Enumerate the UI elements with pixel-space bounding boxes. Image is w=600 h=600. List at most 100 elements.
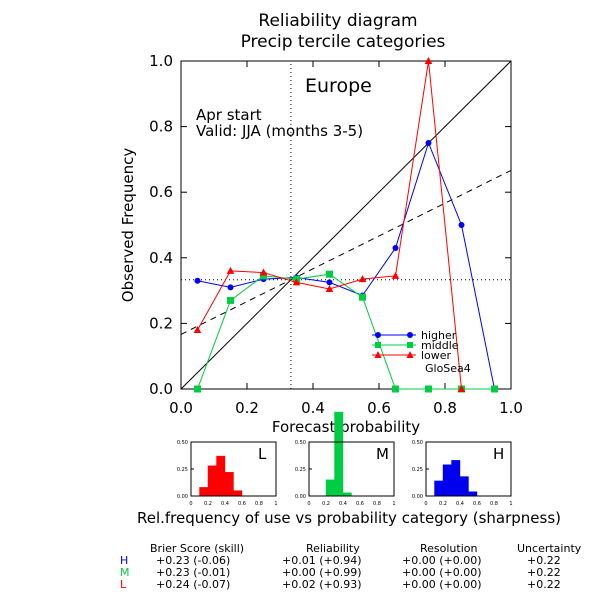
- table-cell: +0.01 (+0.94): [282, 554, 362, 567]
- plot-frame: [180, 60, 512, 390]
- histogram-y-tick-label: 0.50: [177, 440, 188, 446]
- histogram-bar: [451, 460, 461, 497]
- series-line-middle: [197, 273, 495, 390]
- histogram-y-tick-label: 0.00: [295, 494, 306, 500]
- histogram-bar: [468, 491, 478, 497]
- histogram-x-tick-label: 0: [424, 501, 427, 507]
- table-cell: +0.02 (+0.93): [282, 578, 362, 591]
- legend-lower: lower: [421, 349, 452, 362]
- histogram-bar: [207, 465, 217, 497]
- point-lower: [259, 268, 268, 276]
- histogram-bar: [233, 490, 243, 497]
- point-middle: [326, 270, 333, 278]
- row-label-m: M: [120, 566, 130, 579]
- point-higher: [425, 140, 432, 146]
- histogram-x-tick-label: 0.2: [204, 501, 212, 507]
- x-tick-label: 0.2: [235, 399, 259, 417]
- histogram-panel-label: L: [258, 445, 267, 463]
- histogram-bar: [442, 464, 452, 497]
- histogram-y-tick-label: 0.25: [412, 467, 423, 473]
- model-label: GloSea4: [425, 362, 471, 375]
- histogram-x-tick-label: 0: [189, 501, 192, 507]
- histogram-x-tick-label: 0.4: [339, 501, 347, 507]
- score-table: Brier Score (skill) Reliability Resoluti…: [120, 542, 582, 591]
- valid-note: Valid: JJA (months 3-5): [196, 122, 363, 140]
- histogram-x-tick-label: 0.6: [238, 501, 246, 507]
- x-axis-label: Forecast probability: [272, 418, 420, 436]
- row-label-h: H: [120, 554, 128, 567]
- table-cell: +0.23 (-0.06): [156, 554, 230, 567]
- point-middle: [227, 296, 234, 304]
- legend-marker-lower: [374, 351, 382, 358]
- point-lower: [424, 57, 433, 64]
- point-middle: [425, 385, 432, 393]
- chart-subtitle: Precip tercile categories: [241, 32, 446, 52]
- legend-marker-higher: [407, 332, 413, 338]
- histogram-x-tick-label: 0.2: [322, 501, 330, 507]
- legend-marker-middle: [375, 342, 381, 348]
- histogram-x-tick-label: 1: [274, 501, 277, 507]
- histogram-x-tick-label: 0.6: [356, 501, 364, 507]
- table-header: Reliability: [306, 542, 360, 555]
- start-note: Apr start: [196, 106, 262, 124]
- table-cell: +0.24 (-0.07): [156, 578, 230, 591]
- point-middle: [392, 385, 399, 393]
- reliability-plot: 0.0 0.2 0.4 0.6 0.8 1.0 0.0 0.2 0.4 0.6 0.8 1.0 Eur…: [119, 52, 523, 436]
- axis-ticks: 0.0 0.2 0.4 0.6 0.8 1.0 0.0 0.2 0.4 0.6 0.8 1.0: [149, 52, 523, 417]
- histogram-y-tick-label: 0.25: [295, 467, 306, 473]
- point-lower: [226, 266, 235, 274]
- point-middle: [194, 385, 201, 393]
- legend-marker-middle: [407, 342, 413, 348]
- point-higher: [227, 284, 234, 291]
- histogram-y-tick-label: 0.00: [177, 494, 188, 500]
- y-tick-label: 0.8: [149, 118, 173, 136]
- histogram-middle: 0.00 0.25 0.50 0 0.2 0.4 0.6 0.8 1 M: [295, 411, 396, 507]
- legend-middle: middle: [421, 339, 459, 352]
- series-line-higher: [197, 141, 495, 390]
- histogram-x-tick-label: 0.6: [473, 501, 481, 507]
- histogram-bar: [459, 476, 469, 497]
- histogram-panel-label: M: [376, 445, 389, 463]
- histogram-x-tick-label: 0.4: [456, 501, 464, 507]
- point-higher: [458, 222, 465, 228]
- histogram-x-tick-label: 0.8: [255, 501, 263, 507]
- table-header: Resolution: [420, 542, 478, 555]
- table-header: Brier Score (skill): [150, 542, 244, 555]
- legend: higher middle lower GloSea4: [372, 329, 471, 375]
- point-lower: [193, 325, 202, 333]
- x-tick-label: 0.4: [301, 399, 325, 417]
- histogram-panel-label: H: [493, 445, 504, 463]
- x-tick-label: 0.0: [169, 399, 193, 417]
- histogram-bar: [334, 411, 344, 497]
- y-tick-label: 0.4: [149, 249, 173, 267]
- table-cell: +0.22: [527, 578, 561, 591]
- point-middle: [260, 272, 267, 280]
- histogram-x-tick-label: 0: [307, 501, 310, 507]
- histogram-y-tick-label: 0.50: [412, 440, 423, 446]
- point-middle: [491, 385, 498, 393]
- histogram-lower: 0.00 0.25 0.50 0 0.2 0.4 0.6 0.8 1 L: [177, 440, 278, 507]
- histogram-bar: [325, 479, 335, 497]
- histogram-x-tick-label: 0.8: [490, 501, 498, 507]
- histogram-y-tick-label: 0.00: [412, 494, 423, 500]
- legend-higher: higher: [421, 329, 457, 342]
- table-cell: +0.22: [527, 554, 561, 567]
- point-lower: [457, 385, 466, 392]
- histogram-bar: [434, 480, 444, 497]
- point-lower: [292, 278, 301, 286]
- histogram-x-tick-label: 0.8: [373, 501, 381, 507]
- histogram-x-tick-label: 1: [509, 501, 512, 507]
- chart-title: Reliability diagram: [258, 11, 417, 31]
- histogram-y-tick-label: 0.25: [177, 467, 188, 473]
- x-tick-label: 0.8: [433, 399, 457, 417]
- y-tick-label: 0.0: [149, 380, 173, 398]
- histogram-bar: [216, 455, 226, 497]
- row-label-l: L: [120, 578, 127, 591]
- point-middle: [359, 293, 366, 301]
- table-cell: +0.00 (+0.00): [402, 578, 482, 591]
- point-higher: [194, 277, 201, 284]
- table-cell: +0.00 (+0.00): [402, 566, 482, 579]
- histogram-x-tick-label: 0.2: [439, 501, 447, 507]
- region-label: Europe: [305, 75, 372, 97]
